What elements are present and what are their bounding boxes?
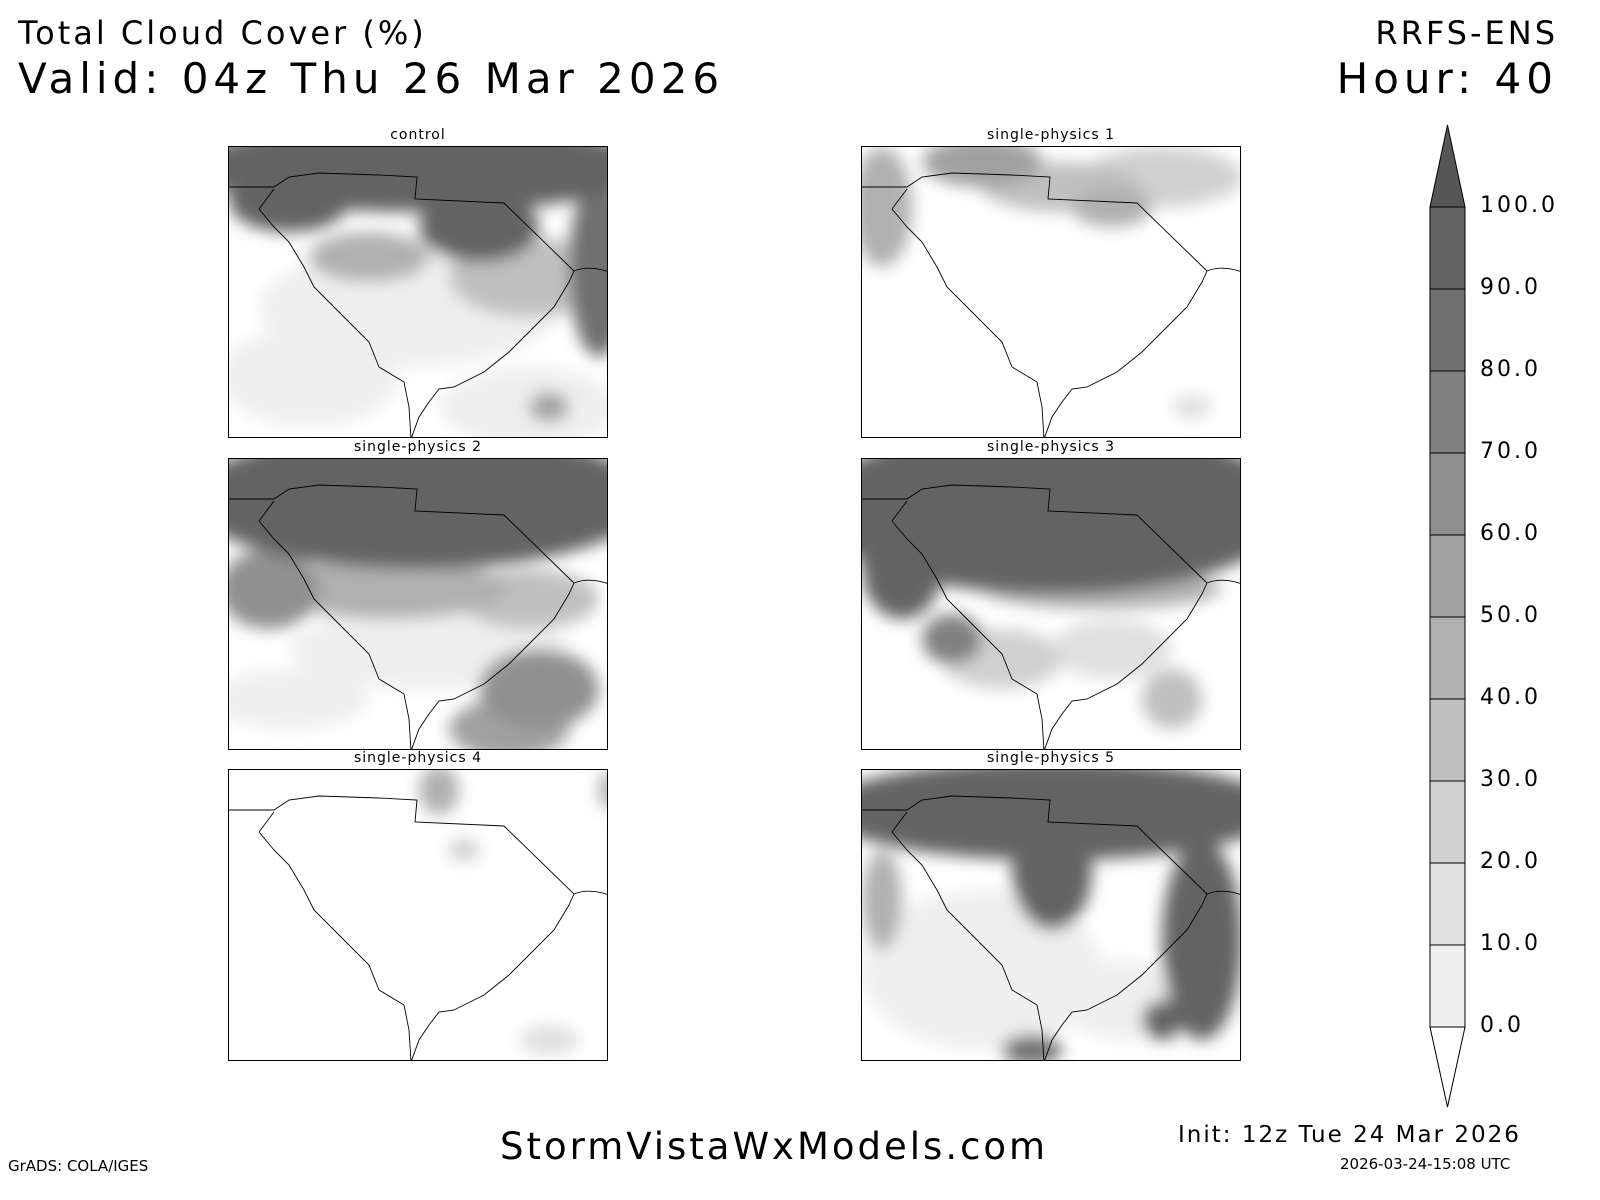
state-boundary — [862, 484, 1240, 749]
cloud-cover-area — [519, 1025, 579, 1055]
colorbar-bin — [1429, 780, 1466, 864]
panel-title: single-physics 5 — [986, 750, 1116, 766]
colorbar-under-arrow — [1429, 1026, 1466, 1108]
colorbar-bin — [1429, 698, 1466, 782]
cloud-cover-area — [922, 614, 982, 664]
cloud-cover-area — [419, 770, 459, 815]
cloud-cover-area — [229, 669, 369, 729]
state-boundary — [862, 172, 1240, 437]
member-map-panel — [861, 146, 1241, 438]
map-title: Total Cloud Cover (%) — [18, 14, 427, 52]
colorbar-label: 60.0 — [1480, 521, 1541, 546]
cloud-cover-area — [479, 649, 599, 729]
cloud-cover-area — [269, 559, 509, 619]
state-boundary — [862, 795, 1240, 1060]
panel-title: single-physics 3 — [986, 439, 1116, 455]
colorbar-label: 50.0 — [1480, 603, 1541, 628]
cloud-cover-area — [1142, 1000, 1182, 1040]
init-time: Init: 12z Tue 24 Mar 2026 — [1178, 1122, 1521, 1148]
cloud-cover-area — [569, 177, 607, 357]
colorbar-label: 30.0 — [1480, 767, 1541, 792]
cloud-cover-area — [229, 549, 319, 629]
panel-title: single-physics 4 — [353, 750, 483, 766]
member-map-panel — [861, 769, 1241, 1061]
colorbar-label: 0.0 — [1480, 1013, 1524, 1038]
colorbar-label: 10.0 — [1480, 931, 1541, 956]
grads-credit: GrADS: COLA/IGES — [8, 1157, 149, 1175]
cloud-cover-area — [1012, 810, 1092, 930]
colorbar-bin — [1429, 534, 1466, 618]
colorbar-bin — [1429, 452, 1466, 536]
state-boundary — [229, 484, 607, 749]
cloud-cover-area — [599, 770, 607, 810]
cloud-cover-area — [862, 519, 942, 619]
cloud-cover-area — [229, 172, 349, 232]
cloud-cover-area — [449, 838, 479, 862]
panel-title: single-physics 2 — [353, 439, 483, 455]
colorbar-label: 70.0 — [1480, 439, 1541, 464]
cloud-cover-area — [1172, 395, 1212, 419]
cloud-cover-area — [309, 232, 429, 282]
panel-title: control — [390, 127, 446, 143]
colorbar-over-arrow — [1429, 124, 1466, 208]
colorbar-label: 100.0 — [1480, 193, 1558, 218]
colorbar-bin — [1429, 370, 1466, 454]
model-name: RRFS-ENS — [1375, 14, 1558, 52]
cloud-cover-area — [229, 459, 607, 569]
cloud-cover-area — [229, 327, 399, 427]
colorbar-label: 20.0 — [1480, 849, 1541, 874]
cloud-cover-area — [862, 459, 1240, 594]
colorbar — [1429, 124, 1466, 1108]
cloud-cover-area — [1072, 187, 1152, 227]
colorbar-bin — [1429, 288, 1466, 372]
cloud-cover-area — [862, 850, 902, 950]
colorbar-bin — [1429, 616, 1466, 700]
cloud-cover-area — [1052, 619, 1172, 679]
generated-timestamp: 2026-03-24-15:08 UTC — [1340, 1155, 1511, 1173]
colorbar-bin — [1429, 206, 1466, 290]
member-map-panel — [861, 458, 1241, 750]
site-watermark: StormVistaWxModels.com — [500, 1125, 1049, 1168]
cloud-cover-area — [419, 192, 539, 262]
colorbar-label: 40.0 — [1480, 685, 1541, 710]
member-map-panel — [228, 146, 608, 438]
colorbar-label: 80.0 — [1480, 357, 1541, 382]
cloud-cover-area — [1162, 840, 1240, 1040]
colorbar-bin — [1429, 944, 1466, 1028]
cloud-cover-area — [922, 147, 1042, 187]
cloud-cover-area — [1142, 669, 1202, 729]
cloud-cover-area — [862, 147, 912, 267]
cloud-cover-area — [862, 890, 1102, 1050]
cloud-cover-area — [529, 392, 569, 422]
member-map-panel — [228, 458, 608, 750]
valid-time: Valid: 04z Thu 26 Mar 2026 — [18, 54, 725, 103]
cloud-cover-area — [439, 367, 607, 437]
colorbar-bin — [1429, 862, 1466, 946]
panel-title: single-physics 1 — [986, 127, 1116, 143]
state-boundary — [229, 795, 607, 1060]
member-map-panel — [228, 769, 608, 1061]
colorbar-label: 90.0 — [1480, 275, 1541, 300]
forecast-hour: Hour: 40 — [1336, 54, 1558, 103]
state-boundary — [229, 172, 607, 437]
